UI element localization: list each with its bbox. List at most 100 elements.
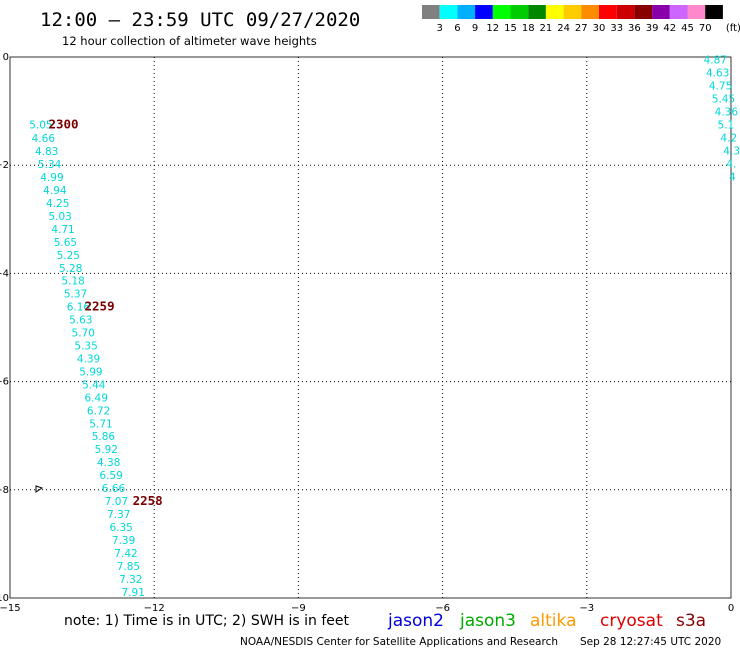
satellite-label-cryosat: cryosat — [600, 611, 663, 631]
axis-ticks: −15 −12 −9 −6 −3 0 0 −2 −4 −6 −8 −10 — [0, 52, 734, 614]
y-tick-label: 0 — [3, 52, 9, 63]
wave-height-point: 4.36 — [715, 107, 739, 119]
footer-note: note: 1) Time is in UTC; 2) SWH is in fe… — [64, 613, 350, 629]
legend-swatch — [705, 5, 723, 19]
wave-height-point: 4.66 — [32, 133, 56, 145]
wave-height-point: 4.94 — [43, 185, 67, 197]
legend-label: 42 — [663, 23, 676, 34]
wave-height-point: 7.91 — [122, 587, 145, 599]
legend-swatch — [439, 5, 458, 19]
legend-swatch — [528, 5, 546, 19]
legend-swatch — [422, 5, 440, 19]
wave-height-point: 5.65 — [54, 237, 77, 249]
wave-height-point: 5.28 — [59, 263, 82, 275]
plot-area: −15−12−9−6−300−2−4−6−8−10 5.054.664.835.… — [0, 52, 740, 614]
legend-swatch — [634, 5, 653, 19]
y-tick-label: −8 — [0, 485, 9, 496]
time-labels: 2300 2259 2258 — [48, 117, 162, 509]
y-tick-label: −2 — [0, 160, 9, 171]
grid-lines — [10, 57, 731, 598]
satellite-label-jason3: jason3 — [459, 611, 516, 631]
wave-height-point: 5.03 — [48, 211, 71, 223]
legend-swatch — [652, 5, 670, 19]
wave-height-point: 4.3 — [723, 146, 740, 158]
satellite-label-s3a: s3a — [676, 611, 706, 631]
time-label: 2300 — [48, 117, 78, 132]
time-label: 2258 — [133, 493, 163, 508]
legend-label: 9 — [472, 23, 478, 34]
wave-height-point: 6.16 — [67, 301, 91, 313]
legend-label: 12 — [486, 23, 499, 34]
y-tick-label: −6 — [0, 377, 9, 388]
page-title: 12:00 – 23:59 UTC 09/27/2020 — [40, 9, 360, 31]
wave-height-point: 4.83 — [35, 146, 58, 158]
legend-swatch — [492, 5, 511, 19]
x-tick-label: −6 — [435, 603, 450, 614]
wave-height-point: 7.42 — [114, 548, 137, 560]
track-direction-arrow-icon — [35, 485, 44, 493]
wave-height-point: 4.75 — [709, 81, 732, 93]
y-tick-label: −10 — [0, 593, 9, 604]
x-tick-label: 0 — [728, 603, 734, 614]
wave-height-point: 5.35 — [74, 340, 97, 352]
legend-label: 27 — [575, 23, 588, 34]
legend-swatch — [510, 5, 529, 19]
wave-height-point: 5.05 — [29, 120, 52, 132]
legend-swatch — [581, 5, 599, 19]
legend-label: 3 — [437, 23, 443, 34]
wave-height-point: 7.39 — [112, 535, 135, 547]
wave-height-point: 6.59 — [99, 470, 122, 482]
satellite-label-altika: altika — [530, 611, 577, 631]
wave-height-point: 5.86 — [92, 431, 116, 443]
wave-height-point: 4.71 — [51, 224, 74, 236]
satellite-legend: jason2 jason3 altika cryosat s3a — [387, 611, 706, 631]
x-tick-label: −9 — [291, 603, 306, 614]
legend-label: 24 — [557, 23, 570, 34]
page-subtitle: 12 hour collection of altimeter wave hei… — [62, 34, 317, 48]
legend-swatch — [687, 5, 706, 19]
legend-label: 21 — [540, 23, 553, 34]
wave-height-point: 6.49 — [85, 392, 108, 404]
wave-height-point: 4.38 — [97, 457, 120, 469]
wave-height-point: 5.37 — [64, 288, 87, 300]
legend-swatch — [669, 5, 688, 19]
wave-height-point: 5.34 — [38, 159, 62, 171]
wave-height-point: 6.66 — [102, 483, 126, 495]
legend-swatch — [616, 5, 635, 19]
y-tick-label: −4 — [0, 268, 9, 279]
legend-swatch — [457, 5, 476, 19]
plot-frame — [9, 56, 732, 599]
wave-height-point: 5.45 — [712, 94, 735, 106]
legend-label: 36 — [628, 23, 641, 34]
legend-label: 15 — [504, 23, 517, 34]
wave-height-point: 6.72 — [87, 405, 110, 417]
wave-height-point: 7.32 — [119, 574, 142, 586]
legend-label: 39 — [646, 23, 659, 34]
legend-swatch — [599, 5, 617, 19]
wave-height-point: 4.25 — [46, 198, 69, 210]
wave-height-point: 4.39 — [77, 353, 100, 365]
x-tick-label: −3 — [579, 603, 594, 614]
wave-height-point: 5.63 — [69, 314, 92, 326]
wave-height-point: 4.99 — [40, 172, 63, 184]
wave-height-point: 5.25 — [57, 250, 80, 262]
color-legend: 3 6 9 12 15 18 21 24 27 30 33 36 39 42 45 70 (ft) — [422, 5, 740, 34]
time-label: 2259 — [85, 298, 115, 313]
x-tick-label: −15 — [0, 603, 21, 614]
footer-credit: NOAA/NESDIS Center for Satellite Applica… — [240, 636, 558, 648]
wave-height-point: 5.71 — [89, 418, 112, 430]
wave-height-point: 7.07 — [105, 496, 128, 508]
wave-height-point: 4.87 — [704, 55, 727, 67]
footer-timestamp: Sep 28 12:27:45 UTC 2020 — [580, 636, 721, 648]
wave-height-point: 5.44 — [82, 379, 106, 391]
wave-height-points: 5.054.664.835.344.994.944.255.034.715.65… — [29, 55, 740, 599]
wave-height-point: 4. — [726, 159, 736, 171]
wave-height-point: 7.85 — [117, 561, 140, 573]
wave-height-point: 6.35 — [109, 522, 132, 534]
legend-swatch — [545, 5, 564, 19]
wave-height-point: 5.99 — [79, 366, 102, 378]
legend-swatch — [563, 5, 582, 19]
legend-label: 18 — [522, 23, 535, 34]
legend-label: 33 — [610, 23, 623, 34]
